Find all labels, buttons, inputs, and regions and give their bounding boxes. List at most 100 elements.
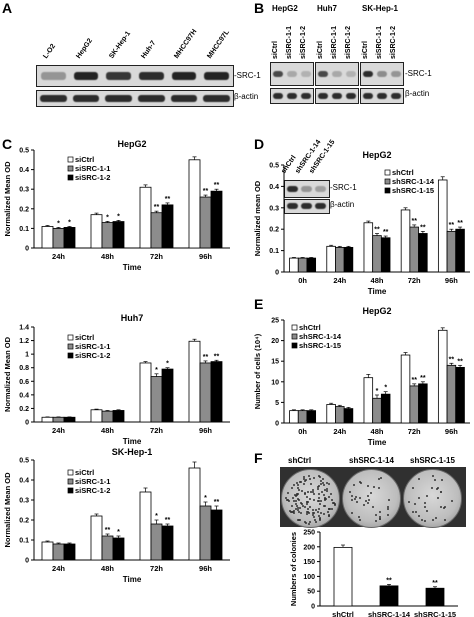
bar — [446, 364, 457, 424]
colony-dot — [309, 521, 312, 524]
colony-dot — [306, 502, 309, 505]
bar — [297, 257, 308, 273]
significance-mark: ** — [449, 222, 455, 229]
colony-dot — [378, 510, 381, 513]
colony-dot — [303, 506, 306, 509]
colony-dot — [374, 513, 377, 516]
legend-swatch — [291, 333, 298, 340]
colony-dot — [301, 489, 304, 492]
colony-dot — [317, 492, 320, 495]
bar — [455, 366, 465, 424]
blot-label-src1: -SRC-1 — [405, 69, 432, 78]
x-tick-label: 48h — [371, 427, 384, 436]
x-tick-label: 24h — [52, 564, 65, 573]
colony-dot — [439, 490, 442, 493]
bar — [446, 230, 457, 273]
bar — [41, 416, 54, 423]
band — [273, 93, 283, 99]
significance-mark: ** — [411, 218, 417, 225]
bar — [455, 228, 465, 273]
colony-dot — [326, 510, 329, 513]
colony-dot — [312, 516, 315, 519]
y-axis-label: Normalized Mean OD — [3, 472, 12, 548]
colony-dot — [387, 514, 390, 517]
y-axis-label: Normalized Mean OD — [3, 161, 12, 237]
bar — [41, 541, 54, 561]
colony-plate — [281, 469, 340, 528]
x-tick-label: 72h — [150, 252, 163, 261]
colony-dot — [308, 498, 311, 501]
legend-swatch — [67, 334, 74, 341]
colony-dot — [358, 481, 361, 484]
legend-label: siCtrl — [75, 468, 94, 477]
significance-mark: ** — [214, 353, 220, 360]
legend-swatch — [291, 342, 298, 349]
colony-dot — [319, 517, 322, 520]
x-tick-label: 96h — [445, 276, 458, 285]
colony-dot — [387, 506, 390, 509]
significance-mark: * — [204, 495, 207, 502]
colony-dot — [307, 508, 310, 511]
colony-dot — [305, 522, 308, 525]
blot-actin-b — [315, 88, 359, 104]
blot-label-actin: β-actin — [405, 89, 430, 98]
legend-label: shSRC-1-15 — [299, 341, 341, 350]
colony-dot — [312, 490, 315, 493]
legend-swatch — [67, 469, 74, 476]
bar — [210, 509, 223, 561]
significance-mark: ** — [203, 188, 209, 195]
band — [170, 95, 198, 102]
colony-dot — [412, 487, 415, 490]
legend-swatch — [67, 343, 74, 350]
lane-label: siSRC-1-2 — [345, 25, 352, 59]
bar — [363, 377, 374, 424]
significance-mark: ** — [383, 229, 389, 236]
band — [346, 93, 356, 99]
y-tick-label: 15 — [271, 359, 279, 366]
y-tick-label: 0.2 — [19, 206, 29, 213]
bar — [409, 226, 419, 273]
colony-dot — [323, 504, 326, 507]
colony-dot — [441, 479, 444, 482]
bar — [52, 416, 65, 423]
legend-label: shSRC-1-15 — [392, 186, 434, 195]
lane-label: siCtrl — [362, 41, 369, 59]
colony-dot — [307, 511, 310, 514]
colony-dot — [312, 514, 315, 517]
colony-dot — [440, 505, 443, 508]
band — [301, 71, 311, 77]
bar — [90, 214, 103, 249]
bar — [418, 383, 428, 424]
significance-mark: ** — [449, 356, 455, 363]
y-tick-label: 250 — [303, 530, 315, 537]
colony-dot — [330, 492, 333, 495]
colony-dot — [334, 502, 337, 505]
colony-dot — [366, 484, 369, 487]
x-tick-label: 96h — [199, 426, 212, 435]
colony-dot — [296, 482, 299, 485]
colony-dot — [317, 496, 320, 499]
colony-dot — [433, 478, 436, 481]
colony-dot — [424, 501, 427, 504]
colony-dot — [355, 500, 358, 503]
colony-dot — [431, 487, 434, 490]
colony-dot — [291, 486, 293, 489]
legend-label: shSRC-1-14 — [299, 332, 342, 341]
colony-dot — [315, 509, 318, 512]
legend-swatch — [384, 178, 391, 185]
y-tick-label: 0.4 — [19, 478, 29, 485]
colony-dot — [324, 498, 327, 501]
bar — [199, 505, 212, 561]
y-tick-label: 0.3 — [19, 187, 29, 194]
chart-title: HepG2 — [362, 306, 391, 316]
x-tick-label: 24h — [52, 252, 65, 261]
colony-dot — [372, 486, 375, 489]
bar — [52, 543, 65, 561]
significance-mark: ** — [386, 577, 392, 584]
band — [287, 71, 297, 77]
bar — [199, 362, 212, 423]
significance-mark: * — [117, 213, 120, 220]
y-tick-label: 0.3 — [269, 205, 279, 212]
colony-dot — [291, 511, 294, 514]
colony-dot — [328, 514, 331, 517]
